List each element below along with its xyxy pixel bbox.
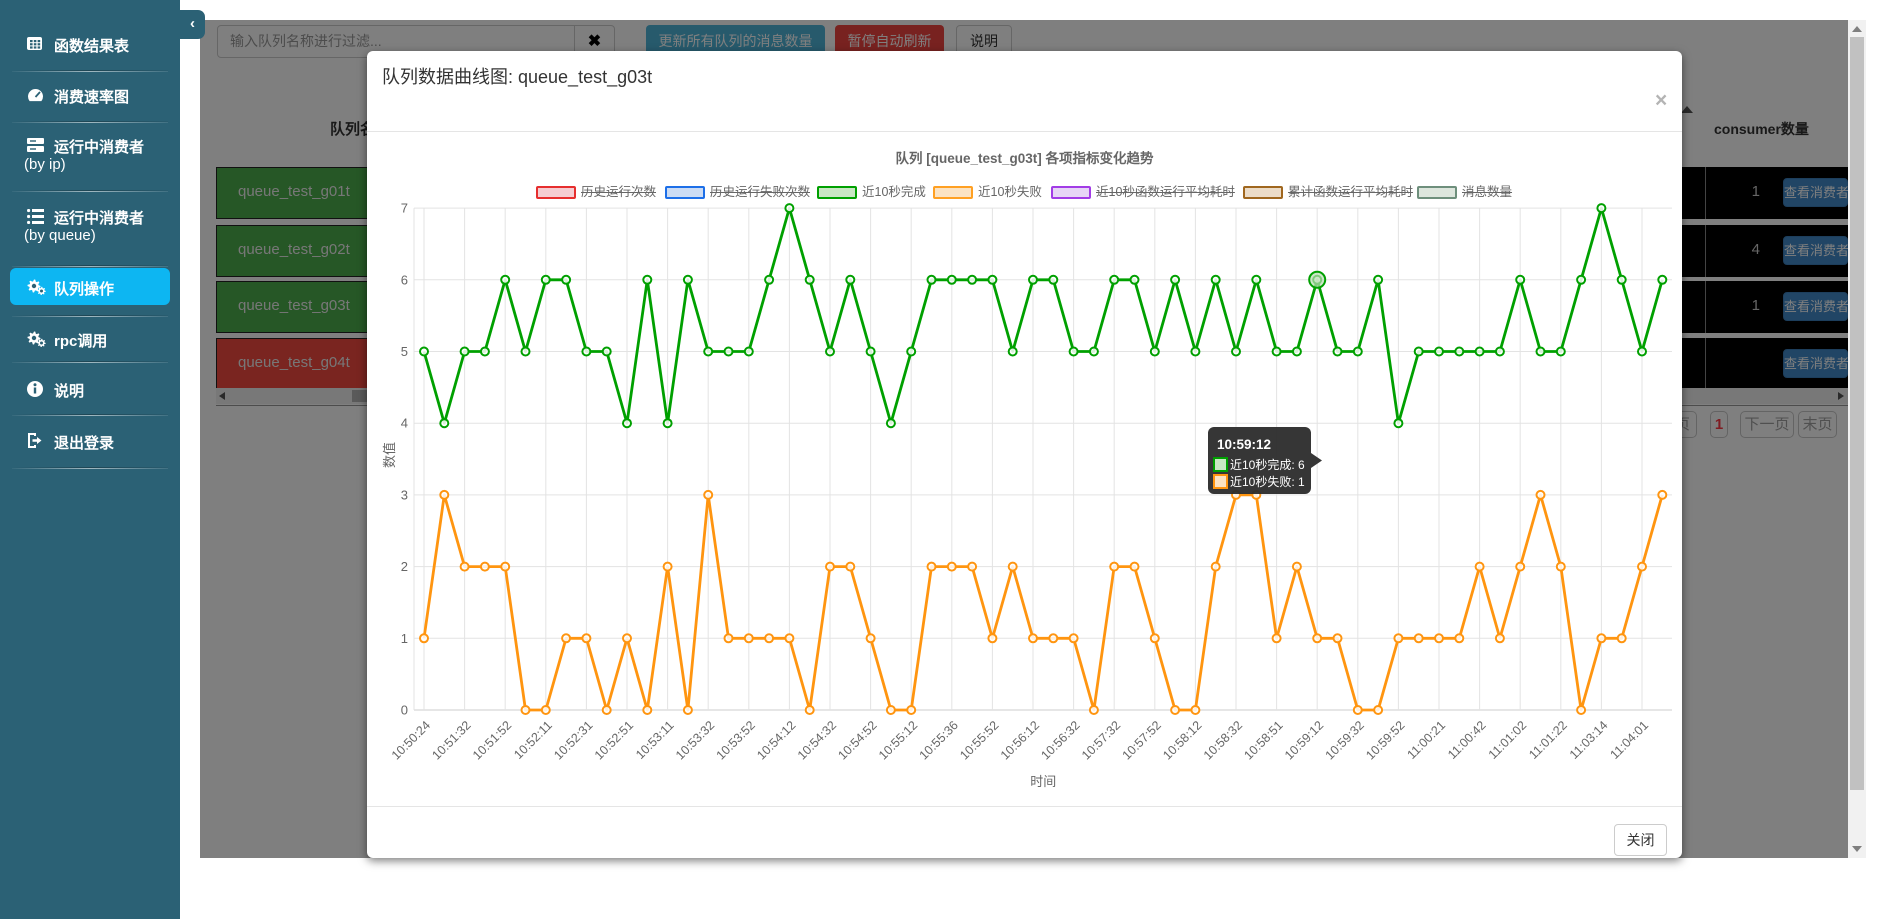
svg-text:11:00:21: 11:00:21 (1404, 718, 1448, 762)
svg-text:10:57:52: 10:57:52 (1120, 718, 1164, 762)
svg-text:10:54:32: 10:54:32 (795, 718, 839, 762)
svg-text:2: 2 (401, 559, 408, 574)
svg-text:1: 1 (401, 631, 408, 646)
svg-text:10:55:52: 10:55:52 (957, 718, 1001, 762)
svg-text:11:00:42: 11:00:42 (1445, 718, 1489, 762)
svg-text:10:56:12: 10:56:12 (998, 718, 1042, 762)
svg-text:10:54:52: 10:54:52 (835, 718, 879, 762)
svg-text:10:53:11: 10:53:11 (633, 718, 677, 762)
svg-text:10:55:36: 10:55:36 (917, 718, 961, 762)
svg-text:10:52:51: 10:52:51 (592, 718, 636, 762)
svg-text:10:52:31: 10:52:31 (551, 718, 595, 762)
svg-text:11:01:02: 11:01:02 (1486, 718, 1530, 762)
svg-text:近10秒失败: 1: 近10秒失败: 1 (1230, 474, 1305, 489)
svg-text:近10秒完成: 6: 近10秒完成: 6 (1230, 457, 1305, 472)
svg-text:10:50:24: 10:50:24 (389, 718, 433, 762)
svg-text:10:53:32: 10:53:32 (673, 718, 717, 762)
svg-text:10:58:51: 10:58:51 (1241, 718, 1285, 762)
svg-text:10:56:32: 10:56:32 (1038, 718, 1082, 762)
svg-text:10:55:12: 10:55:12 (876, 718, 920, 762)
svg-text:10:53:52: 10:53:52 (714, 718, 758, 762)
svg-text:时间: 时间 (1030, 774, 1056, 789)
svg-text:10:59:12: 10:59:12 (1282, 718, 1326, 762)
svg-text:10:59:32: 10:59:32 (1323, 718, 1367, 762)
svg-text:10:51:52: 10:51:52 (470, 718, 514, 762)
svg-text:10:58:12: 10:58:12 (1160, 718, 1204, 762)
svg-text:10:52:11: 10:52:11 (511, 718, 555, 762)
svg-text:10:57:32: 10:57:32 (1079, 718, 1123, 762)
svg-text:10:54:12: 10:54:12 (754, 718, 798, 762)
svg-text:数值: 数值 (382, 442, 397, 468)
svg-text:10:59:12: 10:59:12 (1217, 437, 1271, 452)
svg-text:7: 7 (401, 201, 408, 216)
svg-text:10:51:32: 10:51:32 (429, 718, 473, 762)
svg-text:10:59:52: 10:59:52 (1363, 718, 1407, 762)
svg-text:11:04:01: 11:04:01 (1607, 718, 1651, 762)
svg-text:6: 6 (401, 272, 408, 287)
svg-text:11:03:14: 11:03:14 (1567, 718, 1611, 762)
svg-text:4: 4 (401, 416, 408, 431)
svg-text:0: 0 (401, 703, 408, 718)
svg-text:5: 5 (401, 344, 408, 359)
svg-text:10:58:32: 10:58:32 (1201, 718, 1245, 762)
svg-text:11:01:22: 11:01:22 (1526, 718, 1570, 762)
svg-text:3: 3 (401, 487, 408, 502)
